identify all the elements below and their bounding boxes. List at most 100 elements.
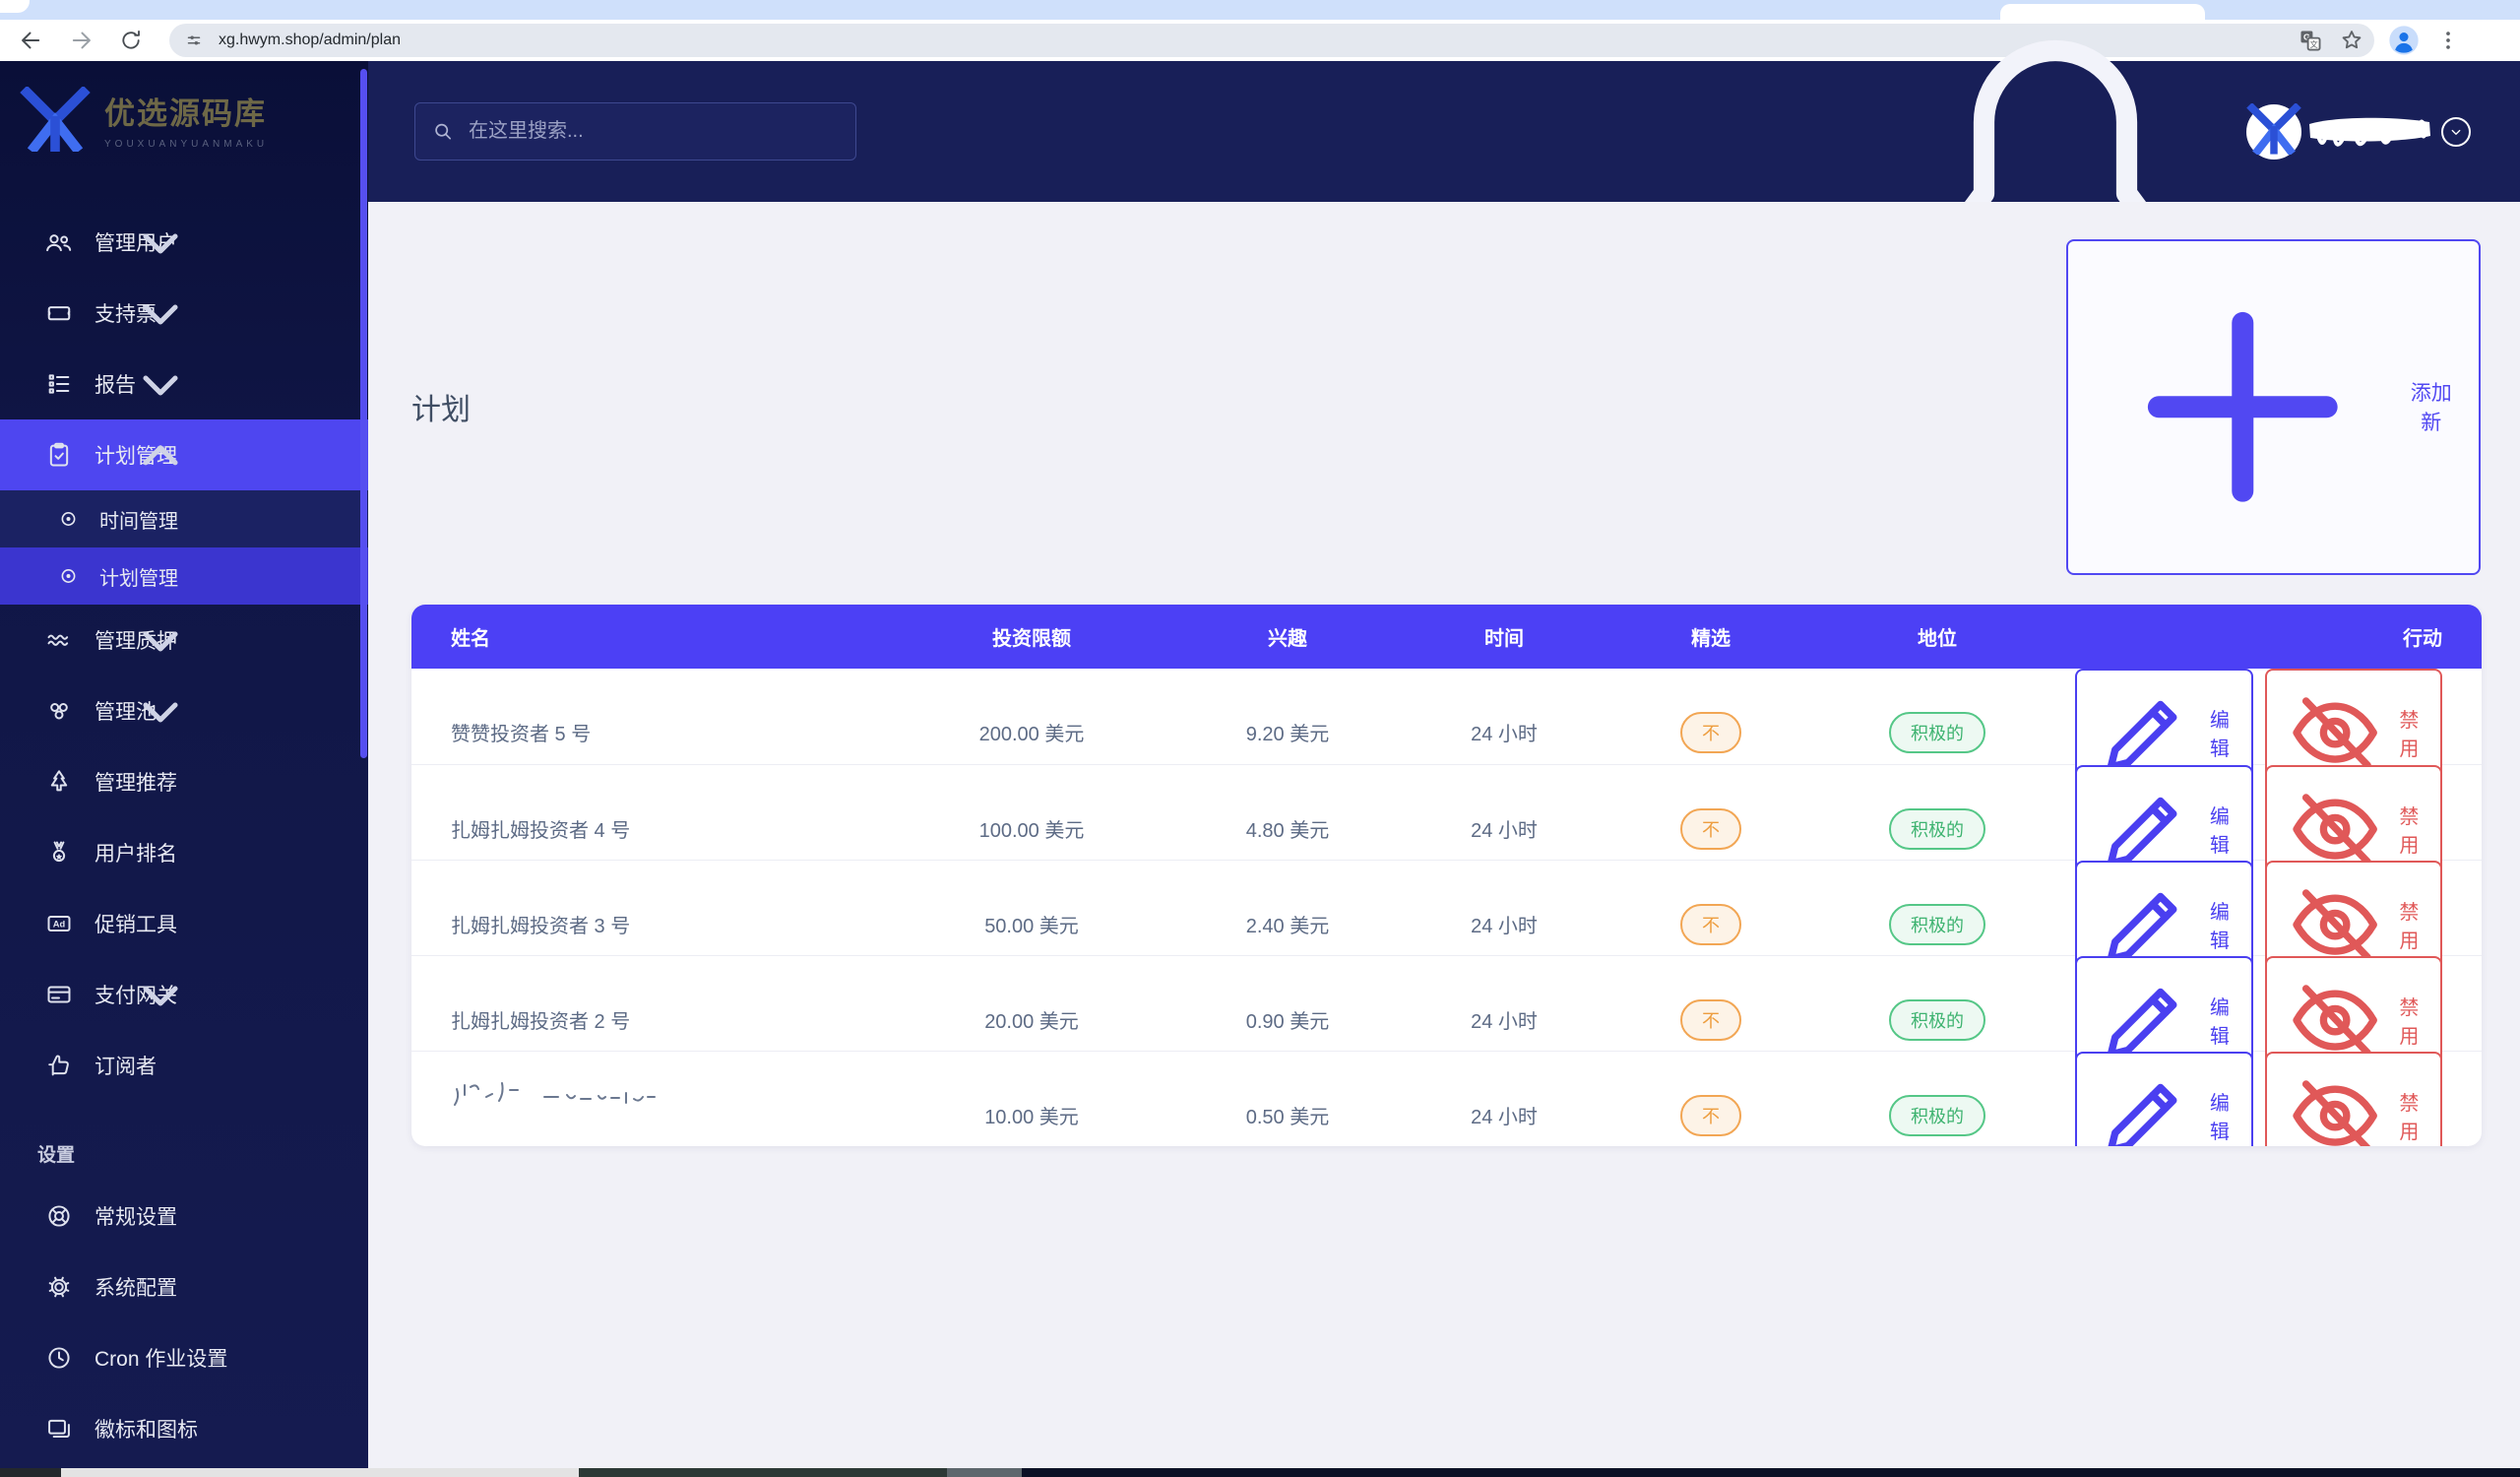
chevron-down-icon	[0, 675, 345, 746]
sidebar-subitem[interactable]: 计划管理	[0, 547, 368, 605]
life-ring-icon	[45, 1181, 73, 1252]
pencil-icon	[2094, 873, 2196, 976]
sidebar-item-label: 促销工具	[94, 914, 177, 936]
brand-subtitle: YOUXUANYUANMAKU	[104, 139, 269, 150]
disable-button[interactable]: 禁用	[2264, 764, 2442, 893]
plan-row: 扎姆扎姆投资者 2 号 20.00 美元 0.90 美元 24 小时 不 积极的…	[411, 954, 2482, 1084]
clipboard-check-icon	[45, 419, 73, 490]
sidebar-item-pool[interactable]: 管理池	[0, 675, 368, 746]
interest: 0.50 美元	[1245, 1107, 1330, 1129]
sidebar-item-tree[interactable]: 管理推荐	[0, 746, 368, 817]
sidebar-item-label: 系统配置	[94, 1277, 177, 1300]
featured-badge: 不	[1680, 998, 1741, 1041]
plan-row: 扎姆扎姆投资者 4 号 100.00 美元 4.80 美元 24 小时 不 积极…	[411, 763, 2482, 893]
search-icon	[431, 103, 455, 160]
browser-profile-button[interactable]	[2388, 25, 2420, 56]
featured-badge: 不	[1680, 807, 1741, 850]
plan-name: 赞赞投资者 5 号	[451, 724, 592, 746]
plan-row: 扎姆扎姆投资者 3 号 50.00 美元 2.40 美元 24 小时 不 积极的…	[411, 859, 2482, 989]
status-badge: 积极的	[1889, 998, 1985, 1041]
browser-menu-button[interactable]	[2435, 28, 2461, 53]
bookmark-star-icon[interactable]	[2339, 28, 2364, 53]
sidebar-subitem-label: 计划管理	[99, 567, 178, 590]
add-new-button[interactable]: 添加新	[2066, 239, 2481, 575]
interest: 0.90 美元	[1245, 1011, 1330, 1034]
sidebar-item-clock[interactable]: Cron 作业设置	[0, 1322, 368, 1393]
status-badge: 积极的	[1889, 1094, 1985, 1136]
sidebar-item-users[interactable]: 管理用户	[0, 207, 368, 278]
person-icon	[2388, 25, 2420, 56]
edit-button[interactable]: 编辑	[2075, 1051, 2253, 1146]
admin-app: 优选源码库 YOUXUANYUANMAKU 管理用户 支持票 报告 计划管理 时…	[0, 39, 2520, 1469]
ticket-icon	[45, 278, 73, 349]
sidebar-item-clipboard-check[interactable]: 计划管理	[0, 419, 368, 490]
column-header: 时间	[1484, 627, 1524, 650]
sidebar-item-label: 管理推荐	[94, 772, 177, 795]
circle-dot-icon	[57, 547, 80, 605]
sidebar-item-report-list[interactable]: 报告	[0, 349, 368, 419]
chevron-down-icon	[0, 959, 345, 1030]
time: 24 小时	[1471, 820, 1538, 843]
scrollbar-thumb[interactable]	[61, 1468, 579, 1477]
report-list-icon	[45, 349, 73, 419]
sidebar-item-ticket[interactable]: 支持票	[0, 278, 368, 349]
status-badge: 积极的	[1889, 903, 1985, 945]
site-info-icon[interactable]	[183, 30, 205, 51]
clock-icon	[45, 1322, 73, 1393]
browser-tab[interactable]	[2000, 4, 2205, 20]
sidebar-item-label: 用户排名	[94, 843, 177, 866]
featured-badge: 不	[1680, 903, 1741, 945]
sidebar-item-medal[interactable]: 用户排名	[0, 817, 368, 888]
plus-icon	[2090, 254, 2396, 560]
gear-icon	[45, 1252, 73, 1322]
username-redaction-scribble	[2309, 117, 2430, 147]
sidebar-item-label: 报告	[94, 374, 136, 397]
invest-limit: 20.00 美元	[984, 1011, 1079, 1034]
sidebar-item-credit-card[interactable]: 支付网关	[0, 959, 368, 1030]
plan-name: 扎姆扎姆投资者 2 号	[451, 1011, 631, 1034]
sidebar-item-label: 订阅者	[94, 1056, 157, 1078]
sidebar-item-ad[interactable]: Ad 促销工具	[0, 888, 368, 959]
sidebar-item-thumbs-up[interactable]: 订阅者	[0, 1030, 368, 1101]
eye-off-icon	[2284, 681, 2386, 784]
search-input[interactable]	[469, 120, 840, 143]
horizontal-scrollbar[interactable]	[0, 1468, 2520, 1477]
chevron-down-icon	[0, 605, 345, 675]
sidebar-item-images[interactable]: 徽标和图标	[0, 1393, 368, 1464]
credit-card-icon	[45, 959, 73, 1030]
search-box[interactable]	[414, 102, 856, 161]
interest: 2.40 美元	[1245, 916, 1330, 938]
user-avatar	[2246, 103, 2301, 160]
sidebar-item-life-ring[interactable]: 常规设置	[0, 1181, 368, 1252]
user-menu-chevron	[2441, 116, 2471, 147]
reload-button[interactable]	[114, 24, 148, 57]
back-button[interactable]	[14, 24, 47, 57]
eye-off-icon	[2284, 873, 2386, 976]
column-header: 投资限额	[992, 627, 1071, 650]
medal-icon	[45, 817, 73, 888]
disable-button[interactable]: 禁用	[2264, 1051, 2442, 1146]
browser-tab-strip	[0, 0, 2520, 20]
column-header: 姓名	[451, 627, 490, 650]
svg-text:文: 文	[2309, 39, 2317, 49]
sidebar-item-gear[interactable]: 系统配置	[0, 1252, 368, 1322]
sidebar-item-waves[interactable]: 管理质押	[0, 605, 368, 675]
sidebar-settings-nav: 常规设置 系统配置 Cron 作业设置 徽标和图标	[0, 1181, 368, 1464]
sidebar-item-label: 支持票	[94, 303, 157, 326]
brand-title: 优选源码库	[104, 96, 267, 131]
url-text[interactable]: xg.hwym.shop/admin/plan	[219, 32, 401, 48]
chevron-down-icon	[0, 278, 345, 349]
sidebar-subitem[interactable]: 时间管理	[0, 490, 368, 547]
three-dots-icon	[2435, 28, 2461, 53]
sidebar-item-label: 管理池	[94, 701, 157, 724]
user-menu[interactable]	[2246, 103, 2471, 160]
forward-arrow-icon	[68, 27, 95, 54]
forward-button[interactable]	[65, 24, 98, 57]
refresh-icon	[118, 28, 144, 53]
sidebar-scrollbar[interactable]	[360, 69, 367, 758]
sidebar: 优选源码库 YOUXUANYUANMAKU 管理用户 支持票 报告 计划管理 时…	[0, 61, 368, 1469]
back-arrow-icon	[17, 27, 44, 54]
brand-logo[interactable]: 优选源码库 YOUXUANYUANMAKU	[0, 61, 368, 171]
